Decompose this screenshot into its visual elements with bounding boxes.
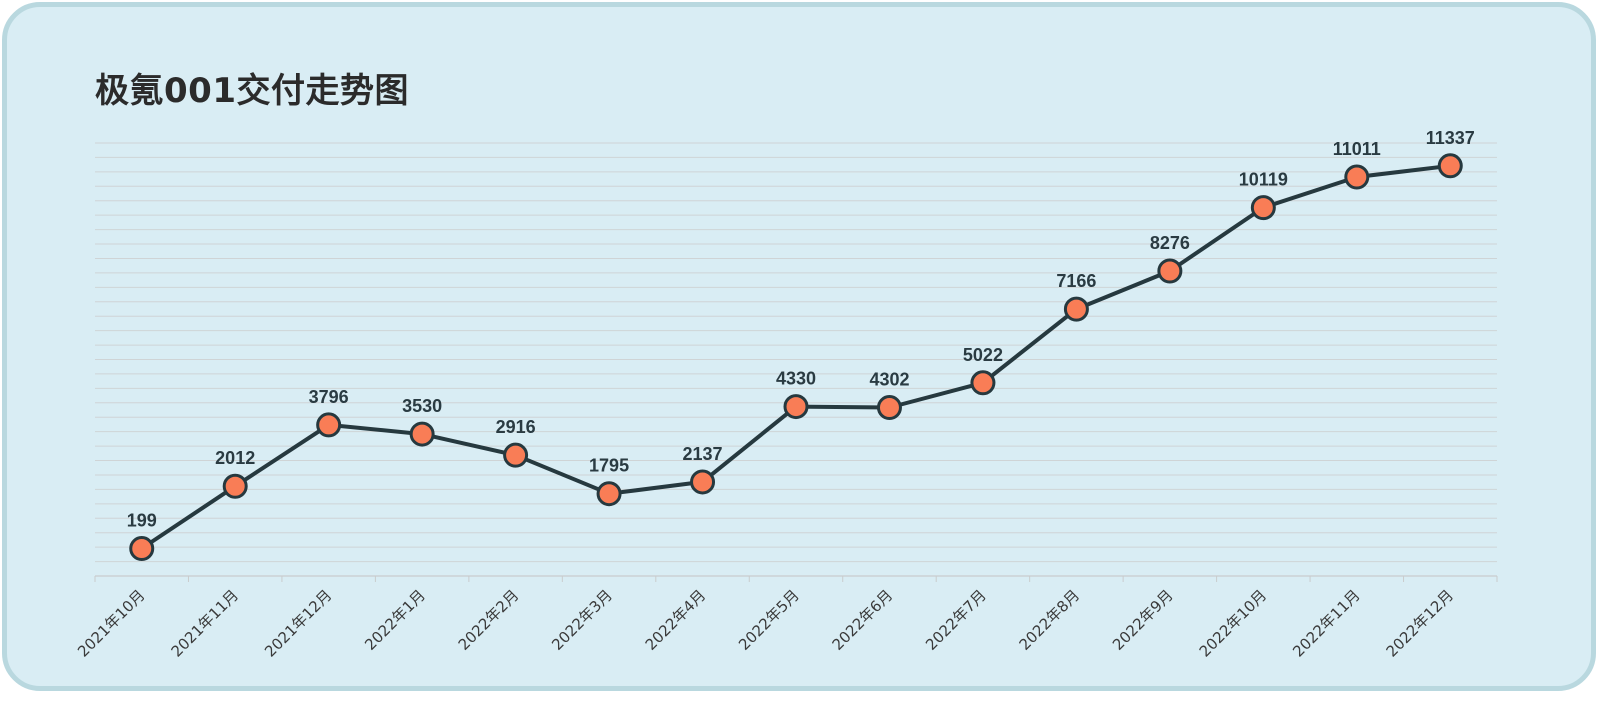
x-tick-label: 2021年11月 — [168, 586, 242, 660]
x-tick-label: 2022年11月 — [1289, 586, 1363, 660]
data-point — [1063, 296, 1089, 322]
data-point — [129, 536, 155, 562]
data-point — [222, 473, 248, 499]
data-point — [316, 412, 342, 438]
data-label: 8276 — [1150, 233, 1190, 253]
x-tick-label: 2022年9月 — [1109, 586, 1177, 654]
x-tick-label: 2022年7月 — [922, 586, 990, 654]
data-label: 2916 — [496, 417, 536, 437]
data-label: 1795 — [589, 456, 629, 476]
data-label: 10119 — [1239, 170, 1288, 190]
data-point — [409, 421, 435, 447]
x-tick-label: 2022年3月 — [548, 586, 616, 654]
x-tick-label: 2022年4月 — [642, 586, 710, 654]
data-point — [1437, 153, 1463, 179]
data-label: 11011 — [1333, 139, 1381, 159]
x-axis — [94, 575, 1498, 582]
x-tick-label: 2022年6月 — [829, 586, 897, 654]
data-label: 7166 — [1056, 271, 1096, 291]
data-point — [503, 442, 529, 468]
data-label: 199 — [127, 511, 157, 531]
data-point — [1344, 164, 1370, 190]
data-labels: 199 2012 3796 3530 2916 1795 2137 4330 4302 5022 7… — [127, 128, 1475, 531]
x-tick-labels: 2021年10月 2021年11月 2021年12月 2022年1月 2022年2月 20… — [74, 586, 1457, 660]
data-label: 3530 — [402, 396, 442, 416]
x-tick-label: 2021年10月 — [74, 586, 148, 660]
x-tick-label: 2022年5月 — [735, 586, 803, 654]
x-tick-label: 2022年2月 — [455, 586, 523, 654]
x-tick-label: 2022年12月 — [1383, 586, 1457, 660]
data-label: 5022 — [963, 345, 1003, 365]
data-label: 3796 — [309, 387, 349, 407]
chart-title: 极氪001交付走势图 — [95, 71, 409, 111]
series-line — [139, 163, 1453, 551]
series-path — [139, 163, 1453, 551]
data-label: 2012 — [215, 448, 255, 468]
data-label: 2137 — [683, 444, 723, 464]
data-label: 4330 — [776, 369, 816, 389]
data-point — [1157, 258, 1183, 284]
x-tick-label: 2022年8月 — [1016, 586, 1084, 654]
data-point — [690, 469, 716, 495]
data-label: 4302 — [869, 370, 909, 390]
data-label: 11337 — [1426, 128, 1475, 148]
x-tick-label: 2022年10月 — [1196, 586, 1270, 660]
x-tick-label: 2022年1月 — [361, 586, 429, 654]
data-point — [1250, 195, 1276, 221]
data-point — [596, 481, 622, 507]
data-point — [783, 394, 809, 420]
gridlines — [95, 142, 1497, 577]
data-point — [876, 395, 902, 421]
data-point — [970, 370, 996, 396]
data-points — [129, 153, 1463, 562]
x-tick-label: 2021年12月 — [261, 586, 335, 660]
